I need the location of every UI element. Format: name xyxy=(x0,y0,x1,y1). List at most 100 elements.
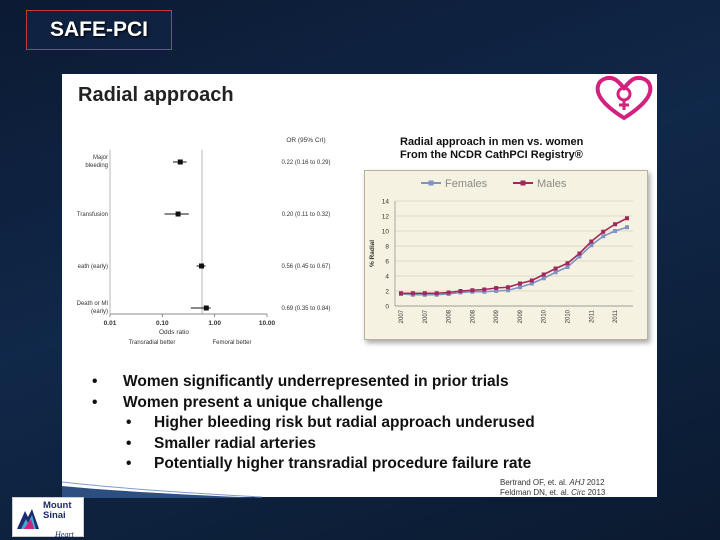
forest-point xyxy=(198,263,204,269)
forest-plot: OR (95% CrI) Major bleeding 0.22 (0.16 to … xyxy=(77,137,331,346)
forest-point xyxy=(203,305,209,311)
x-tick-label: 2011 xyxy=(613,309,619,323)
bullet-text: Higher bleeding risk but radial approach… xyxy=(154,414,535,431)
y-tick-label: 0 xyxy=(385,304,389,311)
x-tick-label: 2009 xyxy=(494,309,500,323)
x-tick-label: 2010 xyxy=(542,309,548,323)
reference-year: 2012 xyxy=(584,478,605,487)
data-point xyxy=(553,266,558,271)
data-point xyxy=(541,272,546,277)
data-point xyxy=(613,229,618,233)
x-tick-label: 2009 xyxy=(518,309,524,323)
reference-authors: Feldman DN, et. al. xyxy=(500,488,572,497)
data-point xyxy=(553,270,558,275)
reference-year: 2013 xyxy=(585,488,606,497)
bullet-dot: • xyxy=(92,393,98,411)
data-point xyxy=(625,216,629,221)
forest-column-header: OR (95% CrI) xyxy=(286,137,325,144)
series-line xyxy=(401,217,628,295)
data-point xyxy=(565,261,570,266)
bullet-list: • Women significantly underrepresented i… xyxy=(88,372,648,475)
bullet-text: Potentially higher transradial procedure… xyxy=(154,455,532,472)
bullet-text: Women present a unique challenge xyxy=(123,393,383,411)
forest-row-label: bleeding xyxy=(85,163,108,169)
slide-title: Radial approach xyxy=(78,84,234,106)
sub-bullet-item: • Potentially higher transradial procedu… xyxy=(88,454,648,475)
mountain-logo-icon xyxy=(17,509,39,529)
forest-row-label: Transfusion xyxy=(77,212,108,218)
data-point xyxy=(494,289,499,293)
decorative-wave xyxy=(62,481,262,498)
x-tick-label: 2011 xyxy=(589,309,595,323)
radial-line-chart: Females Males 0 2 4 6 8 10 12 14 % Radial 2007 2007 2… xyxy=(364,170,648,340)
data-point xyxy=(517,285,522,290)
data-point xyxy=(446,290,451,295)
forest-ci-value: 0.56 (0.45 to 0.67) xyxy=(281,264,330,270)
x-tick-label: 2010 xyxy=(566,309,572,323)
x-tick-label: 2008 xyxy=(470,309,476,323)
sub-bullet-item: • Higher bleeding risk but radial approa… xyxy=(88,413,648,434)
forest-tick-label: 1.00 xyxy=(208,320,221,327)
data-point xyxy=(601,234,606,239)
reference-item: Feldman DN, et. al. Circ 2013 xyxy=(500,488,605,498)
data-point xyxy=(399,291,403,296)
data-point xyxy=(589,239,594,244)
y-tick-label: 14 xyxy=(382,199,390,206)
slide-panel: Radial approach OR (95% CrI) Major bleedi… xyxy=(62,74,657,498)
forest-tick-label: 10.00 xyxy=(259,320,276,327)
forest-tick-label: 0.10 xyxy=(156,320,169,327)
data-point xyxy=(410,291,415,296)
data-point xyxy=(613,222,618,227)
data-point xyxy=(601,229,606,234)
bullet-dot: • xyxy=(92,373,98,390)
data-point xyxy=(422,291,427,296)
bullet-item: • Women present a unique challenge xyxy=(88,393,648,414)
y-axis-label: % Radial xyxy=(369,240,376,267)
forest-row-label: Death or MI xyxy=(77,301,109,307)
forest-right-note: Femoral better xyxy=(212,340,251,346)
forest-ci-value: 0.20 (0.11 to 0.32) xyxy=(282,212,331,218)
legend-label: Females xyxy=(445,178,488,190)
logo-line-1: Mount xyxy=(43,500,72,511)
legend-label: Males xyxy=(537,178,567,190)
data-point xyxy=(577,251,582,256)
data-point xyxy=(625,225,629,230)
data-point xyxy=(458,289,463,293)
mount-sinai-heart-logo: Mount Sinai Heart xyxy=(12,497,84,539)
x-tick-label: 2007 xyxy=(399,309,405,323)
logo-wordmark: Mount Sinai xyxy=(43,501,72,521)
data-point xyxy=(589,243,594,248)
bullet-dot: • xyxy=(126,434,132,452)
x-tick-label: 2007 xyxy=(423,309,429,323)
chart-title: Radial approach in men vs. women From th… xyxy=(400,136,583,162)
y-tick-label: 8 xyxy=(385,244,389,251)
chart-canvas: Females Males 0 2 4 6 8 10 12 14 % Radial 2007 2007 2… xyxy=(369,178,633,323)
forest-ci-value: 0.22 (0.16 to 0.29) xyxy=(281,160,330,166)
y-tick-label: 10 xyxy=(382,229,390,236)
bullet-dot: • xyxy=(126,414,132,431)
logo-line-3: Heart xyxy=(55,530,74,539)
forest-ci-value: 0.69 (0.35 to 0.84) xyxy=(281,306,330,312)
reference-journal: AHJ xyxy=(569,478,585,487)
y-tick-label: 2 xyxy=(385,289,389,296)
reference-authors: Bertrand OF, et. al. xyxy=(500,478,570,487)
data-point xyxy=(565,265,570,269)
forest-left-note: Transradial better xyxy=(129,340,176,346)
reference-item: Bertrand OF, et. al. AHJ 2012 xyxy=(500,478,605,488)
data-point xyxy=(494,286,499,290)
data-point xyxy=(517,281,522,286)
data-point xyxy=(529,281,534,286)
forest-tick-label: 0.01 xyxy=(104,320,117,327)
data-point xyxy=(577,254,582,259)
chart-title-line-2: From the NCDR CathPCI Registry® xyxy=(400,149,583,161)
forest-row-label: Major xyxy=(93,155,108,161)
bullet-item: • Women significantly underrepresented i… xyxy=(88,372,648,393)
forest-point xyxy=(175,211,181,217)
data-point xyxy=(529,278,534,283)
women-heart-logo-icon xyxy=(595,76,653,121)
x-tick-label: 2008 xyxy=(447,309,453,323)
data-point xyxy=(470,288,475,293)
y-tick-label: 4 xyxy=(385,274,389,281)
reference-journal: Circ xyxy=(571,488,586,497)
bullet-text: Smaller radial arteries xyxy=(154,434,316,452)
